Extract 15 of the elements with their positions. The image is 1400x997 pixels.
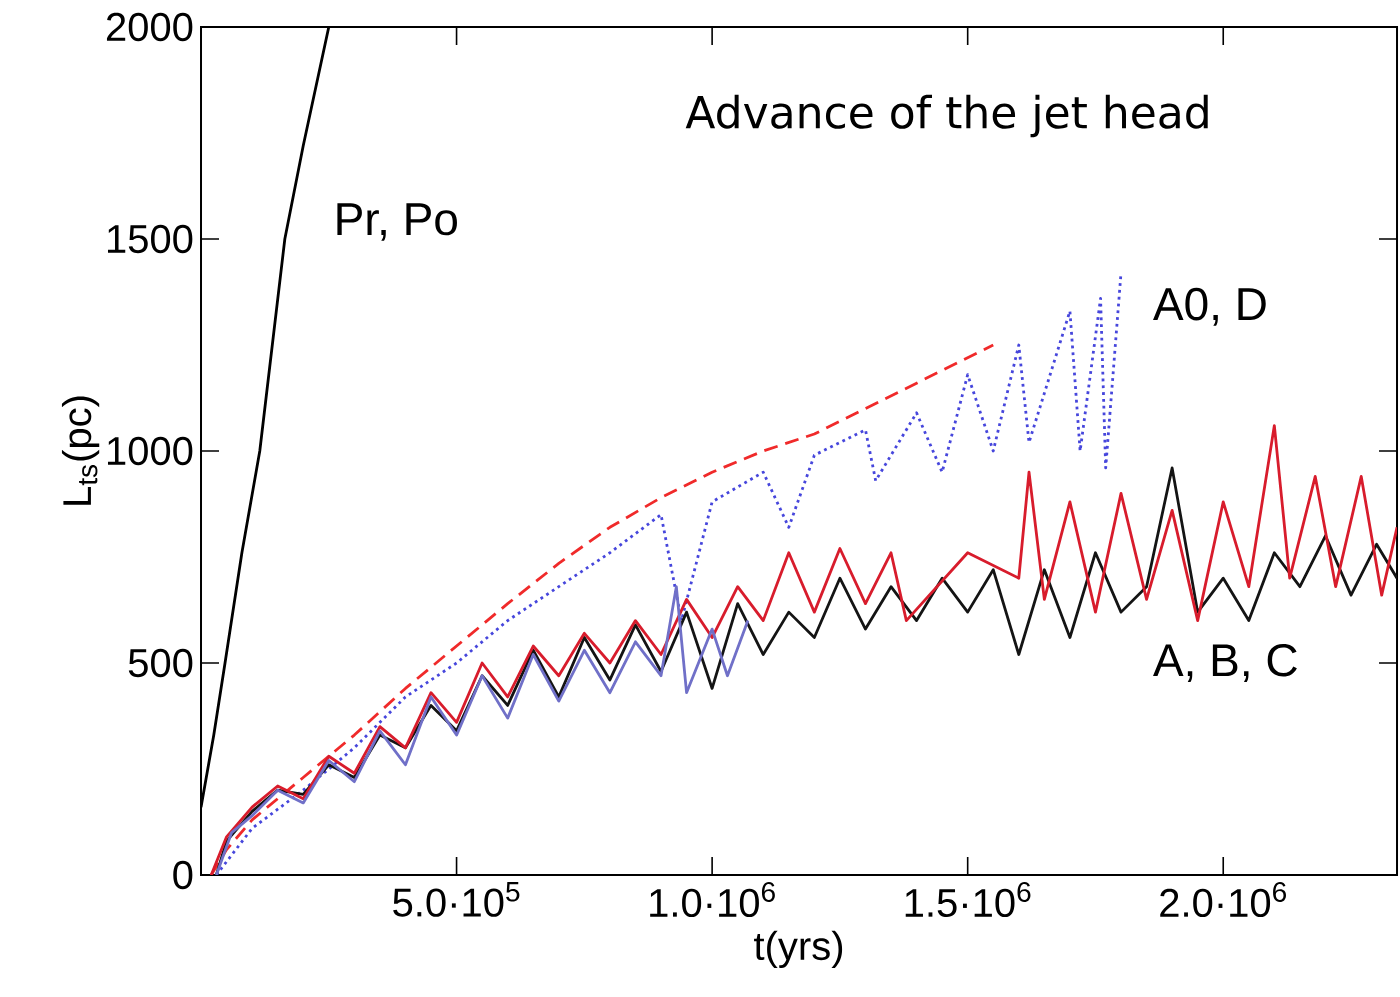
x-axis-title: t(yrs)	[754, 930, 843, 969]
x-tick-label: 5.0·10$^{5}$	[393, 882, 520, 917]
x-tick-label: 1.5·10$^{6}$	[905, 882, 1031, 918]
y-tick-label: 1500	[108, 224, 193, 254]
x-tick-label: 2.0·10$^{6}$	[1160, 882, 1286, 918]
annotation: Pr, Po	[337, 203, 457, 241]
y-axis-title: L$_{ts}$(pc)	[61, 396, 100, 505]
y-tick-label: 500	[128, 648, 193, 678]
annotation: A, B, C	[1153, 643, 1297, 683]
text: Advance of the jet head	[685, 94, 1208, 138]
y-tick-label: 2000	[106, 12, 193, 42]
y-tick-label: 1000	[108, 436, 193, 466]
y-tick-label: 0	[173, 860, 193, 890]
annotation: A0, D	[1153, 287, 1266, 326]
x-tick-label: 1.0·10$^{6}$	[650, 882, 775, 918]
